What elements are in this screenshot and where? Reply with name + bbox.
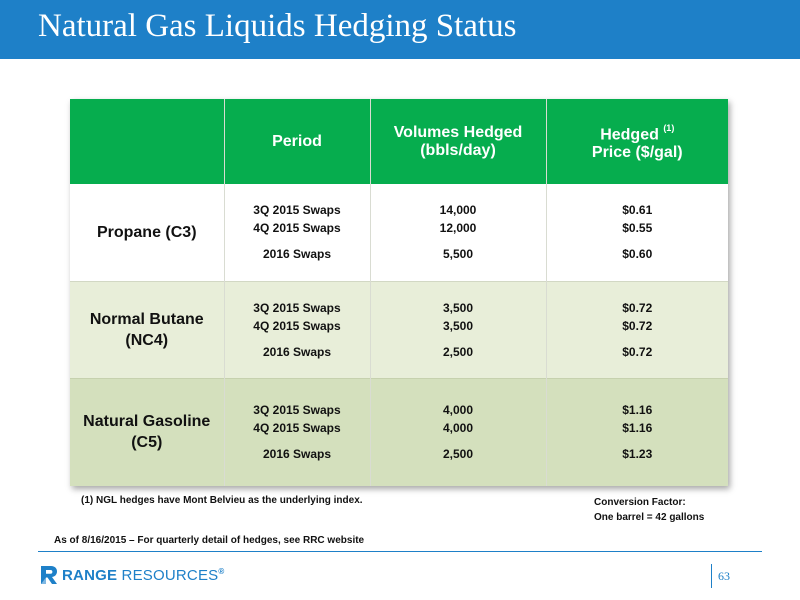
volume-cell: 4,000 4,000 2,500 [369,377,546,486]
as-of-note: As of 8/16/2015 – For quarterly detail o… [54,535,365,546]
price-entry: $0.72 [622,318,653,333]
header-price: Hedged (1) Price ($/gal) [545,99,729,184]
range-r-logo-icon [41,566,57,584]
header-volumes: Volumes Hedged (bbls/day) [369,99,546,184]
period-entry: 3Q 2015 Swaps [253,300,341,315]
period-entry: 4Q 2015 Swaps [253,421,341,436]
period-entry: 2016 Swaps [262,447,332,462]
period-entry: 3Q 2015 Swaps [253,203,341,218]
price-entry: $1.16 [622,421,653,436]
volume-entry: 4,000 [442,403,474,418]
volume-entry: 2,500 [442,447,474,462]
volume-entry: 14,000 [439,203,477,218]
table-row: Propane (C3) 3Q 2015 Swaps 4Q 2015 Swaps… [70,184,728,281]
company-name-light: RESOURCES [121,566,219,584]
header-period: Period [223,99,370,184]
price-cell: $1.16 $1.16 $1.23 [545,377,728,486]
company-name-bold: RANGE [62,566,118,584]
volume-cell: 14,000 12,000 5,500 [369,184,546,281]
price-cell: $0.72 $0.72 $0.72 [545,280,728,378]
product-cell: Natural Gasoline (C5) [70,377,224,486]
hedging-table: Period Volumes Hedged (bbls/day) Hedged … [70,99,728,486]
volume-cell: 3,500 3,500 2,500 [369,280,546,378]
price-entry: $0.72 [622,300,653,315]
price-entry: $1.16 [622,403,653,418]
page-number-divider [711,564,712,588]
header-price-line1: Hedged (1) [547,121,729,144]
volume-entry: 3,500 [442,300,474,315]
header-price-line2: Price ($/gal) [591,144,683,162]
title-bar: Natural Gas Liquids Hedging Status [0,0,800,59]
page-number: 63 [718,569,730,583]
page-title: Natural Gas Liquids Hedging Status [38,8,517,44]
footer-divider [38,551,762,552]
volume-entry: 12,000 [439,221,477,236]
price-cell: $0.61 $0.55 $0.60 [545,184,728,281]
header-price-label: Hedged [600,126,659,144]
period-entry: 4Q 2015 Swaps [253,318,341,333]
header-volumes-line1: Volumes Hedged [393,123,523,141]
price-entry: $1.23 [622,447,653,462]
product-name: Normal Butane [89,310,204,328]
period-entry: 3Q 2015 Swaps [253,403,341,418]
period-cell: 3Q 2015 Swaps 4Q 2015 Swaps 2016 Swaps [223,184,370,281]
footnote: (1) NGL hedges have Mont Belvieu as the … [81,495,363,506]
price-entry: $0.61 [622,203,653,218]
volume-entry: 2,500 [442,344,474,359]
company-name: RANGE RESOURCES® [62,567,224,584]
period-entry: 2016 Swaps [262,344,332,359]
product-code: (NC4) [125,331,169,349]
conversion-factor: Conversion Factor: One barrel = 42 gallo… [594,495,704,525]
product-cell: Propane (C3) [70,184,224,281]
header-volumes-line2: (bbls/day) [420,141,496,159]
price-entry: $0.72 [622,344,653,359]
price-entry: $0.60 [622,247,653,262]
table-header-row: Period Volumes Hedged (bbls/day) Hedged … [70,99,728,184]
period-entry: 2016 Swaps [262,247,332,262]
header-price-footnote-ref: (1) [663,122,675,133]
hedging-table-container: Period Volumes Hedged (bbls/day) Hedged … [70,99,728,486]
product-name: Propane (C3) [96,223,197,241]
period-cell: 3Q 2015 Swaps 4Q 2015 Swaps 2016 Swaps [223,377,370,486]
volume-entry: 4,000 [442,421,474,436]
price-entry: $0.55 [622,221,653,236]
product-name: Natural Gasoline [83,413,211,431]
product-code: (C5) [131,434,163,452]
company-logo: RANGE RESOURCES® [40,564,224,586]
period-entry: 4Q 2015 Swaps [253,221,341,236]
table-row: Natural Gasoline (C5) 3Q 2015 Swaps 4Q 2… [70,377,728,486]
conversion-value: One barrel = 42 gallons [594,512,705,523]
registered-mark: ® [218,566,225,576]
header-product [70,99,224,184]
volume-entry: 5,500 [442,247,474,262]
table-row: Normal Butane (NC4) 3Q 2015 Swaps 4Q 201… [70,280,728,378]
volume-entry: 3,500 [442,318,474,333]
conversion-label: Conversion Factor: [594,497,686,508]
product-cell: Normal Butane (NC4) [70,280,224,378]
period-cell: 3Q 2015 Swaps 4Q 2015 Swaps 2016 Swaps [223,280,370,378]
